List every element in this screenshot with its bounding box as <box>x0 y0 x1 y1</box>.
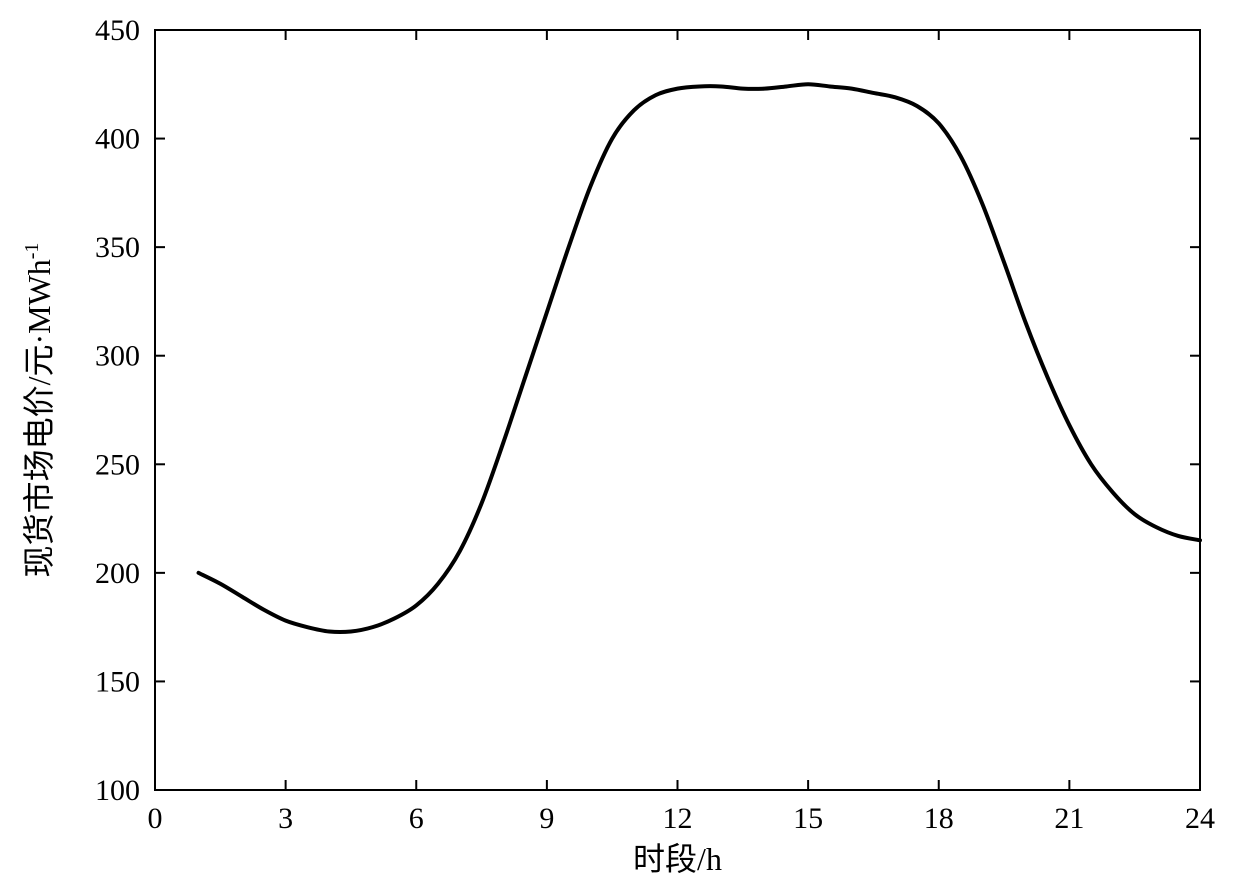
y-tick-label: 300 <box>95 340 140 373</box>
x-tick-label: 12 <box>663 802 693 835</box>
x-tick-label: 21 <box>1054 802 1084 835</box>
line-chart: 0 3 6 9 12 15 18 21 24 100 150 200 250 300 350 400 450 时段… <box>0 0 1240 896</box>
price-curve <box>199 84 1200 632</box>
y-tick-label: 200 <box>95 557 140 590</box>
x-tick-label: 0 <box>148 802 163 835</box>
y-tick-label: 250 <box>95 448 140 481</box>
y-tick-label: 400 <box>95 123 140 156</box>
y-axis-title: 现货市场电价/元·MWh-1 <box>21 243 57 578</box>
y-tick-label: 100 <box>95 774 140 807</box>
x-tick-label: 24 <box>1185 802 1215 835</box>
x-tick-label: 9 <box>539 802 554 835</box>
y-tick-label: 450 <box>95 14 140 47</box>
x-tick-label: 15 <box>793 802 823 835</box>
chart-container: 0 3 6 9 12 15 18 21 24 100 150 200 250 300 350 400 450 时段… <box>0 0 1240 896</box>
plot-frame <box>155 30 1200 790</box>
y-tick-label: 150 <box>95 665 140 698</box>
x-tick-label: 6 <box>409 802 424 835</box>
x-tick-label: 3 <box>278 802 293 835</box>
x-tick-label: 18 <box>924 802 954 835</box>
y-tick-label: 350 <box>95 231 140 264</box>
x-axis-title: 时段/h <box>633 841 722 877</box>
